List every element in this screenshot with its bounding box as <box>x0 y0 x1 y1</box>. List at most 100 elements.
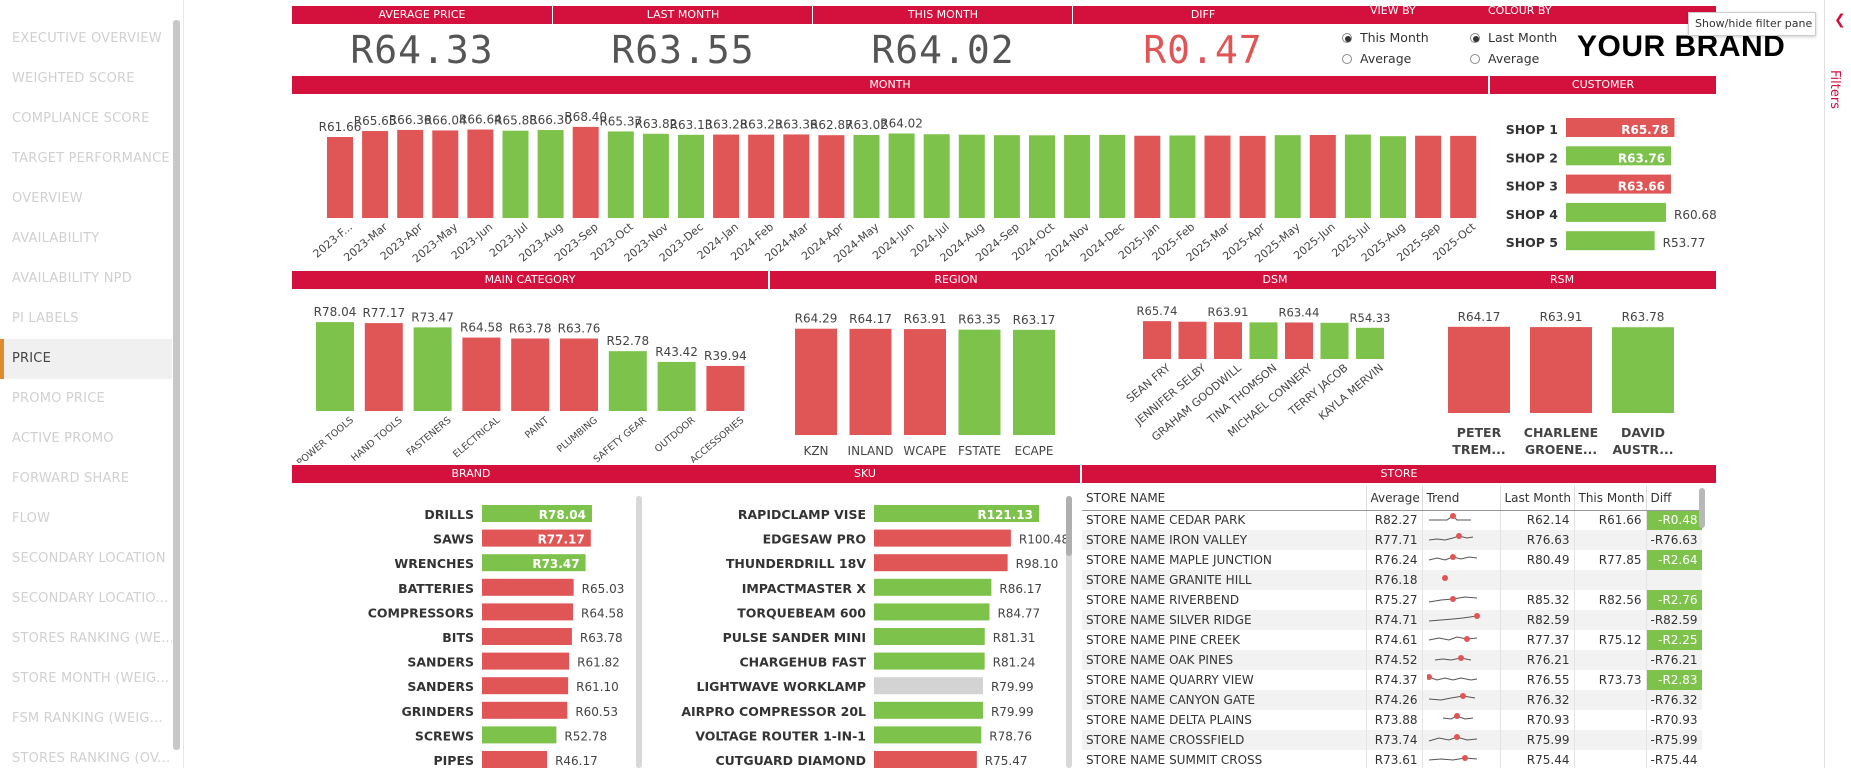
sku-bar[interactable] <box>874 677 983 695</box>
month-bar[interactable] <box>783 134 810 218</box>
month-bar[interactable] <box>1029 135 1055 218</box>
table-row[interactable]: STORE NAME QUARRY VIEW R74.37 R76.55 R73.73… <box>1082 670 1702 690</box>
month-bar[interactable] <box>923 134 950 218</box>
region-bar[interactable] <box>849 328 892 435</box>
main_category-bar[interactable] <box>316 322 354 411</box>
month-bar[interactable] <box>1169 135 1196 218</box>
table-row[interactable]: STORE NAME MAPLE JUNCTION R76.24 R80.49 R77… <box>1082 550 1702 570</box>
month-bar[interactable] <box>1064 135 1091 218</box>
sidebar-item[interactable]: FLOW <box>12 511 51 526</box>
month-bar[interactable] <box>853 134 880 218</box>
sidebar-scrollbar[interactable] <box>173 20 180 750</box>
rsm-bar[interactable] <box>1448 326 1510 413</box>
table-row[interactable]: STORE NAME GRANITE HILL R76.18 <box>1082 570 1702 590</box>
month-bar[interactable] <box>888 133 915 218</box>
table-row[interactable]: STORE NAME CROSSFIELD R73.74 R75.99 -R75.99 <box>1082 730 1702 750</box>
sku-bar[interactable] <box>874 578 992 596</box>
sku-bar-chart[interactable]: RAPIDCLAMP VISE R121.13 EDGESAW PRO R100.48… <box>650 496 1080 768</box>
sidebar-item[interactable]: EXECUTIVE OVERVIEW <box>12 31 162 46</box>
column-header[interactable]: Average <box>1366 486 1423 511</box>
store-table-scrollbar[interactable] <box>1699 488 1705 528</box>
month-bar[interactable] <box>572 126 599 218</box>
dsm-bar[interactable] <box>1214 322 1242 359</box>
sidebar-item[interactable]: SECONDARY LOCATIO... <box>12 591 169 606</box>
main_category-bar[interactable] <box>560 338 598 411</box>
region-bar-chart[interactable]: R64.29 KZN R64.17 INLAND R63.91 WCAPE R63.35 FS… <box>770 291 1142 463</box>
month-bar[interactable] <box>607 131 634 218</box>
sku-scrollbar[interactable] <box>1066 496 1072 768</box>
month-bar[interactable] <box>502 130 529 218</box>
sku-bar[interactable] <box>874 628 985 645</box>
sidebar-item[interactable]: FSM RANKING (WEIG... <box>12 711 163 726</box>
month-bar[interactable] <box>713 134 740 218</box>
table-row[interactable]: STORE NAME CEDAR PARK R82.27 R62.14 R61.66-… <box>1082 510 1702 530</box>
rsm-bar-chart[interactable]: R64.17 PETER TREM... R63.91 CHARLENE GROENE..… <box>1408 291 1716 463</box>
main_category-bar[interactable] <box>462 337 501 411</box>
table-row[interactable]: STORE NAME OAK PINES R74.52 R76.21 -R76.21 <box>1082 650 1702 670</box>
month-bar[interactable] <box>432 130 459 218</box>
sidebar-item[interactable]: COMPLIANCE SCORE <box>12 111 150 126</box>
dsm-bar[interactable] <box>1285 322 1313 359</box>
month-bar[interactable] <box>327 137 353 218</box>
sidebar-item[interactable]: AVAILABILITY <box>12 231 100 246</box>
region-bar[interactable] <box>795 328 837 435</box>
month-bar[interactable] <box>1099 134 1126 218</box>
month-bar[interactable] <box>362 131 389 218</box>
month-bar[interactable] <box>678 134 704 218</box>
rsm-bar[interactable] <box>1530 327 1592 413</box>
chevron-left-icon[interactable]: ❮ <box>1834 12 1846 28</box>
sku-bar[interactable] <box>874 726 982 744</box>
store-table[interactable]: STORE NAME Average Trend Last Month This Mon… <box>1082 486 1702 768</box>
sku-bar[interactable] <box>874 701 983 719</box>
sidebar-item[interactable]: AVAILABILITY NPD <box>12 271 132 286</box>
brand-bar[interactable] <box>482 505 592 522</box>
table-row[interactable]: STORE NAME SILVER RIDGE R74.71 R82.59 -R82.… <box>1082 610 1702 630</box>
month-bar[interactable] <box>467 129 494 218</box>
column-header[interactable]: Trend <box>1422 486 1501 511</box>
month-bar[interactable] <box>958 134 985 218</box>
dsm-bar[interactable] <box>1320 322 1349 359</box>
brand-scrollbar[interactable] <box>636 496 642 768</box>
main_category-bar[interactable] <box>608 351 647 411</box>
sidebar-item[interactable]: STORE MONTH (WEIG... <box>12 671 170 686</box>
month-bar[interactable] <box>1344 134 1371 218</box>
month-bar[interactable] <box>537 130 564 218</box>
dsm-bar[interactable] <box>1249 322 1278 359</box>
view-by-this-month[interactable]: This Month <box>1342 30 1429 45</box>
sidebar-item[interactable]: STORES RANKING (WE... <box>12 631 172 646</box>
sidebar-item[interactable]: PRICE <box>0 339 172 379</box>
sidebar-item[interactable]: OVERVIEW <box>12 191 83 206</box>
brand-bar[interactable] <box>482 751 548 768</box>
main_category-bar[interactable] <box>706 365 745 411</box>
month-bar[interactable] <box>748 134 775 218</box>
filter-pane-toggle[interactable]: ❮ Filters <box>1824 0 1851 768</box>
region-bar[interactable] <box>1013 329 1055 435</box>
view-by-average[interactable]: Average <box>1342 51 1411 66</box>
customer-bar[interactable] <box>1566 231 1655 251</box>
brand-bar[interactable] <box>482 677 569 695</box>
brand-bar[interactable] <box>482 652 570 670</box>
dsm-bar[interactable] <box>1356 327 1384 359</box>
month-bar[interactable] <box>1309 135 1336 218</box>
month-bar[interactable] <box>1380 136 1406 218</box>
sku-bar[interactable] <box>874 603 990 621</box>
customer-bar-chart[interactable]: SHOP 1 R65.78 SHOP 2 R63.76 SHOP 3 R63.66 SHOP… <box>1490 96 1716 268</box>
month-bar[interactable] <box>1415 135 1442 218</box>
main_category-bar[interactable] <box>413 327 452 411</box>
colour-by-last-month[interactable]: Last Month <box>1470 30 1557 45</box>
dsm-bar[interactable] <box>1178 321 1207 359</box>
brand-bar[interactable] <box>482 603 574 621</box>
brand-bar[interactable] <box>482 529 591 547</box>
sidebar-item[interactable]: STORES RANKING (OV... <box>12 751 171 766</box>
rsm-bar[interactable] <box>1612 327 1674 413</box>
brand-bar[interactable] <box>482 726 557 744</box>
sku-bar[interactable] <box>874 751 977 768</box>
brand-bar[interactable] <box>482 578 574 596</box>
month-bar[interactable] <box>1274 135 1301 218</box>
sidebar-item[interactable]: PROMO PRICE <box>12 391 105 406</box>
brand-bar[interactable] <box>482 554 586 572</box>
sku-bar[interactable] <box>874 529 1011 547</box>
table-row[interactable]: STORE NAME SUMMIT CROSS R73.61 R75.44 -R75.… <box>1082 750 1702 768</box>
customer-bar[interactable] <box>1566 118 1675 137</box>
